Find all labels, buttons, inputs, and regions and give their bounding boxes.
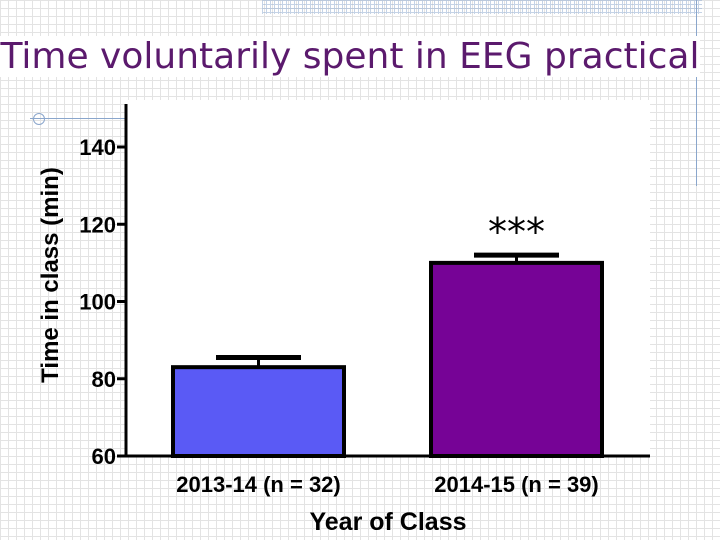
significance-marker: *** [488,210,545,254]
y-tick-label: 60 [92,444,116,469]
decorative-vertical-line [696,0,697,186]
y-tick-label: 80 [92,367,116,392]
y-axis-label: Time in class (min) [37,167,64,383]
x-tick-label: 2014-15 (n = 39) [434,472,598,497]
decorative-grid-strip [262,0,702,14]
y-tick-label: 100 [79,290,116,315]
slide-title: Time voluntarily spent in EEG practical [0,36,700,77]
bar [429,260,604,458]
y-tick-label: 120 [79,212,116,237]
x-tick-label: 2013-14 (n = 32) [176,472,340,497]
y-tick-label: 140 [79,135,116,160]
x-axis-label: Year of Class [309,508,466,536]
decorative-horizontal-line [30,118,175,119]
decorative-circle [33,113,45,125]
bar [171,365,346,459]
